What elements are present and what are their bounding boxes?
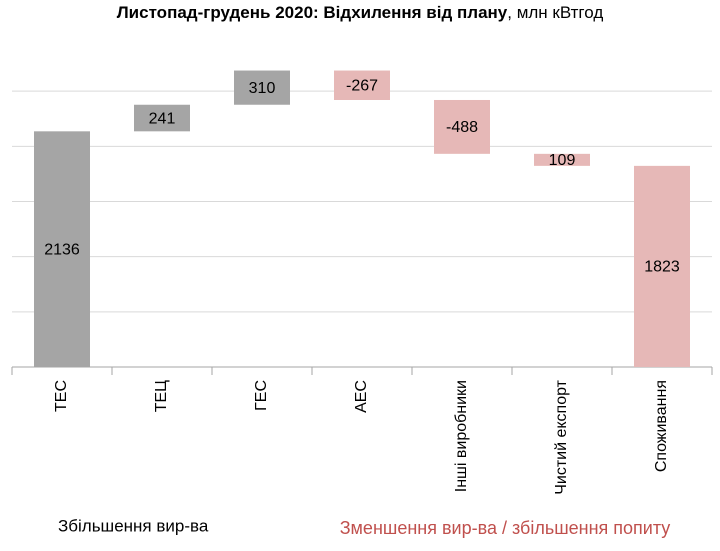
bar xyxy=(334,70,390,100)
title-main: Листопад-грудень 2020: Відхилення від пл… xyxy=(117,3,508,22)
annotation: Збільшення вир-ва xyxy=(58,516,209,535)
bar xyxy=(34,131,90,367)
x-tick-label: Інші виробники xyxy=(453,380,470,492)
x-tick-label: Чистий експорт xyxy=(553,379,570,494)
x-tick-label: Споживання xyxy=(653,380,670,472)
chart-title: Листопад-грудень 2020: Відхилення від пл… xyxy=(117,3,604,22)
x-tick-label: ТЕЦ xyxy=(153,380,170,412)
bar xyxy=(634,165,690,367)
x-tick-label: ТЕС xyxy=(53,380,70,412)
value-label: -488 xyxy=(446,119,478,136)
bar xyxy=(534,153,590,166)
bar xyxy=(434,99,490,154)
bar xyxy=(134,104,190,132)
annotation: Зменшення вир-ва / збільшення попиту xyxy=(340,518,671,538)
value-label: -267 xyxy=(346,77,378,94)
value-label: 1823 xyxy=(644,259,680,276)
value-label: 310 xyxy=(249,80,276,97)
value-label: 109 xyxy=(549,152,576,169)
value-label: 241 xyxy=(149,110,176,127)
title-unit: , млн кВтгод xyxy=(507,3,603,22)
value-label: 2136 xyxy=(44,241,80,258)
x-tick-label: АЕС xyxy=(353,380,370,413)
bar xyxy=(234,70,290,105)
x-tick-label: ГЕС xyxy=(253,380,270,411)
